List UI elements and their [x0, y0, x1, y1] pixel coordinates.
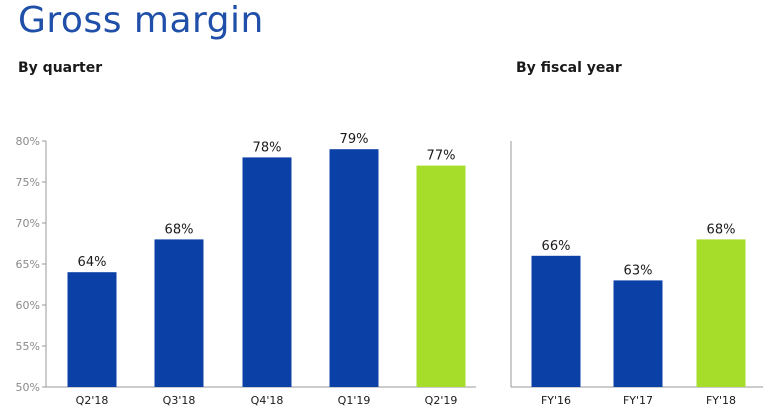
quarter-y-tick-label: 65% — [16, 258, 40, 271]
quarter-y-tick-label: 80% — [16, 135, 40, 148]
quarter-y-tick-label: 70% — [16, 217, 40, 230]
fiscal-year-chart-title: By fiscal year — [516, 60, 622, 76]
quarter-data-label: 78% — [253, 140, 282, 155]
quarter-data-label: 77% — [427, 149, 456, 164]
quarter-bar — [67, 272, 117, 387]
quarter-data-label: 64% — [78, 255, 107, 270]
fiscal-year-bar — [531, 255, 581, 387]
fiscal-year-category-label: FY'18 — [706, 394, 736, 407]
quarter-data-label: 79% — [340, 132, 369, 147]
quarter-category-label: Q1'19 — [338, 394, 371, 407]
fiscal-year-bar — [613, 280, 663, 387]
quarter-y-tick-label: 55% — [16, 340, 40, 353]
fiscal-year-category-label: FY'16 — [541, 394, 571, 407]
quarter-category-label: Q4'18 — [251, 394, 284, 407]
quarter-bar — [329, 149, 379, 387]
quarter-category-label: Q3'18 — [163, 394, 196, 407]
fiscal-year-data-label: 68% — [707, 222, 736, 237]
page-title: Gross margin — [18, 0, 264, 41]
quarter-y-tick-label: 50% — [16, 381, 40, 394]
quarter-category-label: Q2'19 — [425, 394, 458, 407]
quarter-category-label: Q2'18 — [76, 394, 109, 407]
quarter-bar — [154, 239, 204, 387]
quarter-y-tick-label: 60% — [16, 299, 40, 312]
fiscal-year-bar — [696, 239, 746, 387]
quarter-chart-title: By quarter — [18, 60, 103, 76]
quarter-y-tick-label: 75% — [16, 176, 40, 189]
quarter-data-label: 68% — [165, 222, 194, 237]
fiscal-year-category-label: FY'17 — [623, 394, 653, 407]
quarter-bar — [416, 165, 466, 387]
fiscal-year-data-label: 66% — [542, 239, 571, 254]
quarter-bar — [242, 157, 292, 387]
fiscal-year-data-label: 63% — [624, 263, 653, 278]
